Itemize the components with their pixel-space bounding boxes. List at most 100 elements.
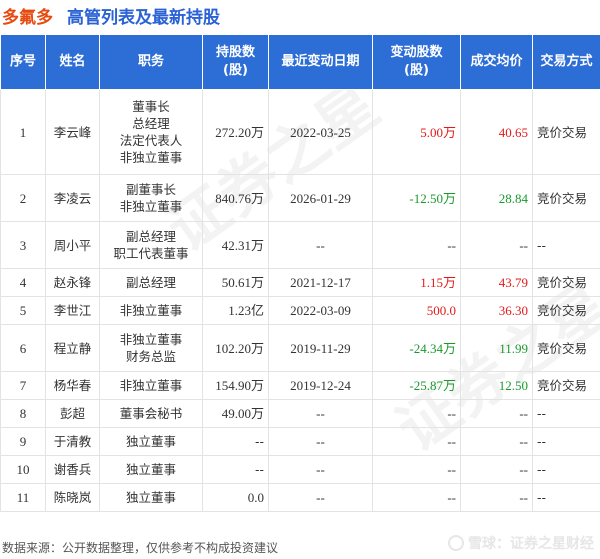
avg-price: --	[460, 427, 533, 456]
column-header: 姓名	[45, 34, 100, 90]
position-label: 非独立董事	[119, 378, 183, 393]
position-label: 董事会秘书	[119, 406, 183, 421]
shares-held: 42.31万	[202, 221, 269, 269]
executive-table-wrap: 序号 姓名 职务 持股数 (股) 最近变动日期 变动股数 (股) 成交均价 交易方式 1 李云峰 董事…	[0, 34, 600, 512]
table-row: 9 于清教 独立董事 -- -- -- -- --	[0, 427, 600, 456]
shares-changed: --	[372, 427, 461, 456]
column-header: 序号	[0, 34, 46, 90]
position-label: 独立董事	[125, 434, 176, 449]
last-change-date: --	[268, 455, 373, 484]
position-label: 独立董事	[125, 462, 176, 477]
exec-name: 彭超	[45, 399, 100, 428]
position-label: 独立董事	[125, 490, 176, 505]
exec-positions: 非独立董事	[99, 296, 203, 325]
title-bar: 多氟多 高管列表及最新持股	[0, 0, 600, 30]
last-change-date: 2019-12-24	[268, 371, 373, 400]
trade-method: 竞价交易	[532, 268, 600, 297]
exec-name: 周小平	[45, 221, 100, 269]
column-header: 最近变动日期	[268, 34, 373, 90]
trade-method: --	[532, 399, 600, 428]
table-row: 7 杨华春 非独立董事 154.90万 2019-12-24 -25.87万 12.50 竞价…	[0, 371, 600, 400]
exec-name: 李云峰	[45, 89, 100, 175]
avg-price: 28.84	[460, 174, 533, 222]
brand-text: 雪球：证券之星财经	[468, 536, 594, 552]
position-label: 财务总监	[125, 349, 176, 364]
column-header: 交易方式	[532, 34, 600, 90]
exec-name: 程立静	[45, 324, 100, 372]
trade-method: 竞价交易	[532, 324, 600, 372]
position-label: 非独立董事	[119, 332, 183, 347]
row-index: 6	[0, 324, 46, 372]
row-index: 2	[0, 174, 46, 222]
exec-positions: 非独立董事	[99, 371, 203, 400]
table-row: 3 周小平 副总经理 职工代表董事 42.31万 -- -- -- --	[0, 221, 600, 269]
position-label: 职工代表董事	[113, 246, 189, 261]
executive-table: 序号 姓名 职务 持股数 (股) 最近变动日期 变动股数 (股) 成交均价 交易方式 1 李云峰 董事…	[0, 34, 600, 512]
column-header: 成交均价	[460, 34, 533, 90]
shares-changed: --	[372, 483, 461, 512]
shares-held: 1.23亿	[202, 296, 269, 325]
trade-method: 竞价交易	[532, 174, 600, 222]
row-index: 8	[0, 399, 46, 428]
position-label: 副总经理	[125, 229, 176, 244]
exec-positions: 副总经理职工代表董事	[99, 221, 203, 269]
trade-method: --	[532, 483, 600, 512]
table-body: 1 李云峰 董事长 总经理 法定代表人 非独立董事 272.20万 2022-03-25 5.0…	[0, 89, 600, 512]
exec-positions: 独立董事	[99, 483, 203, 512]
avg-price: 11.99	[460, 324, 533, 372]
shares-held: 49.00万	[202, 399, 269, 428]
row-index: 4	[0, 268, 46, 297]
last-change-date: --	[268, 399, 373, 428]
company-name: 多氟多	[2, 7, 53, 28]
table-header-row: 序号 姓名 职务 持股数 (股) 最近变动日期 变动股数 (股) 成交均价 交易方式	[0, 34, 600, 90]
page-title: 高管列表及最新持股	[67, 7, 220, 28]
shares-changed: --	[372, 399, 461, 428]
exec-positions: 非独立董事 财务总监	[99, 324, 203, 372]
position-label: 副总经理	[125, 275, 176, 290]
avg-price: 12.50	[460, 371, 533, 400]
table-row: 6 程立静 非独立董事 财务总监 102.20万 2019-11-29 -24.34万 11.…	[0, 324, 600, 372]
shares-changed: --	[372, 455, 461, 484]
position-label: 董事长	[132, 99, 170, 114]
exec-name: 李凌云	[45, 174, 100, 222]
shares-held: --	[202, 427, 269, 456]
last-change-date: --	[268, 483, 373, 512]
exec-positions: 副总经理	[99, 268, 203, 297]
column-header: 职务	[99, 34, 203, 90]
exec-positions: 副董事长 非独立董事	[99, 174, 203, 222]
shares-changed: 1.15万	[372, 268, 461, 297]
last-change-date: 2019-11-29	[268, 324, 373, 372]
shares-changed: 5.00万	[372, 89, 461, 175]
last-change-date: --	[268, 427, 373, 456]
snowball-logo-icon	[448, 535, 464, 551]
position-label: 总经理	[132, 116, 170, 131]
last-change-date: --	[268, 221, 373, 269]
exec-name: 于清教	[45, 427, 100, 456]
table-row: 1 李云峰 董事长 总经理 法定代表人 非独立董事 272.20万 2022-03-25 5.0…	[0, 89, 600, 175]
exec-name: 李世江	[45, 296, 100, 325]
position-label: 副董事长	[125, 182, 176, 197]
exec-name: 陈晓岚	[45, 483, 100, 512]
exec-positions: 董事长 总经理 法定代表人 非独立董事	[99, 89, 203, 175]
shares-held: 50.61万	[202, 268, 269, 297]
avg-price: 43.79	[460, 268, 533, 297]
shares-changed: --	[372, 221, 461, 269]
shares-changed: -25.87万	[372, 371, 461, 400]
shares-held: 272.20万	[202, 89, 269, 175]
position-label: 非独立董事	[119, 303, 183, 318]
exec-positions: 独立董事	[99, 427, 203, 456]
shares-held: --	[202, 455, 269, 484]
exec-positions: 独立董事	[99, 455, 203, 484]
trade-method: 竞价交易	[532, 89, 600, 175]
position-label: 非独立董事	[119, 199, 183, 214]
row-index: 11	[0, 483, 46, 512]
avg-price: --	[460, 221, 533, 269]
avg-price: 40.65	[460, 89, 533, 175]
table-row: 8 彭超 董事会秘书 49.00万 -- -- -- --	[0, 399, 600, 428]
shares-changed: 500.0	[372, 296, 461, 325]
exec-positions: 董事会秘书	[99, 399, 203, 428]
table-row: 11 陈晓岚 独立董事 0.0 -- -- -- --	[0, 483, 600, 512]
avg-price: 36.30	[460, 296, 533, 325]
last-change-date: 2022-03-25	[268, 89, 373, 175]
exec-name: 赵永锋	[45, 268, 100, 297]
